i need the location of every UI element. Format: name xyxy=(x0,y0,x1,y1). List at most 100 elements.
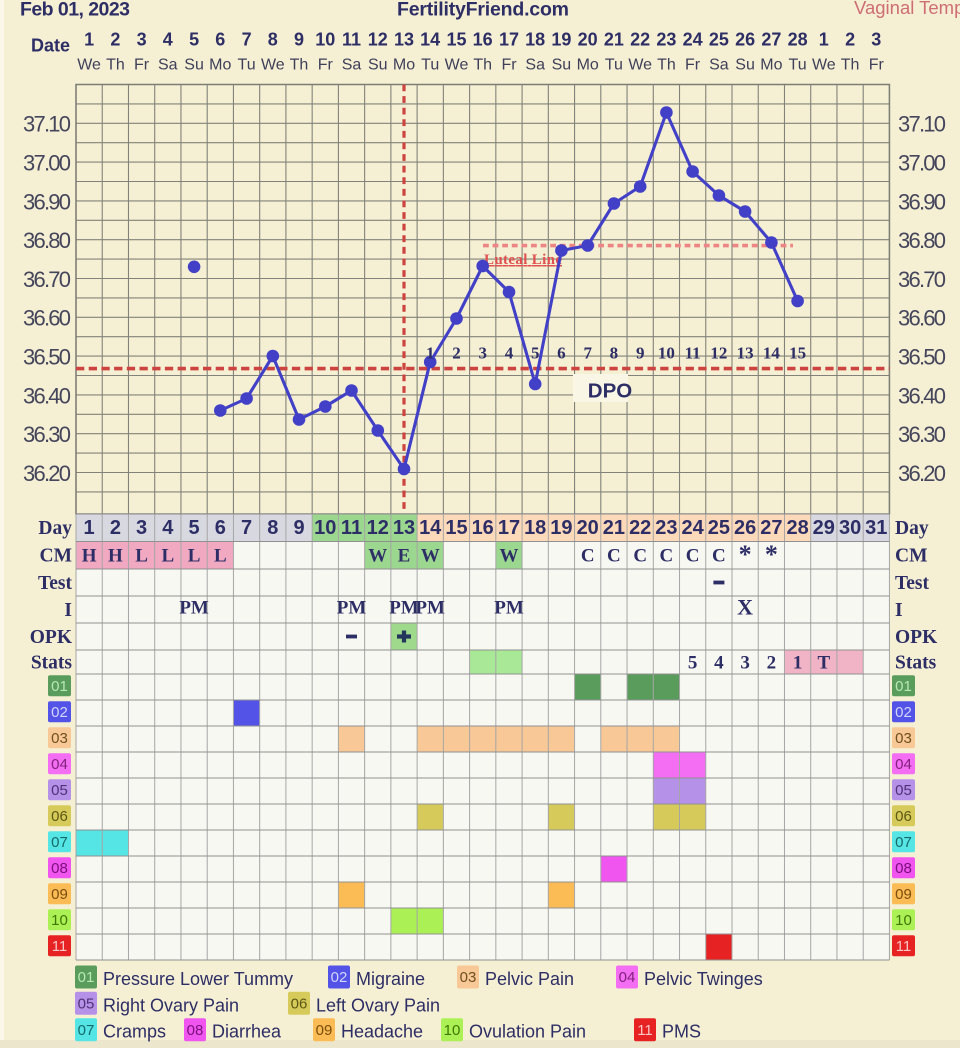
svg-text:10: 10 xyxy=(315,30,335,50)
svg-text:Luteal Line: Luteal Line xyxy=(484,252,562,268)
svg-text:PM: PM xyxy=(179,598,209,619)
svg-text:Tu: Tu xyxy=(421,57,439,74)
svg-text:11: 11 xyxy=(637,1022,653,1039)
svg-text:4: 4 xyxy=(714,652,724,673)
svg-text:We: We xyxy=(628,57,652,74)
svg-text:16: 16 xyxy=(473,30,493,50)
svg-text:Tu: Tu xyxy=(789,57,807,74)
svg-text:36.30: 36.30 xyxy=(23,422,71,447)
svg-text:24: 24 xyxy=(683,30,703,50)
svg-text:37.10: 37.10 xyxy=(898,112,946,137)
svg-text:37.00: 37.00 xyxy=(23,151,71,176)
svg-text:W: W xyxy=(368,546,387,567)
svg-text:Migraine: Migraine xyxy=(356,969,425,989)
svg-text:03: 03 xyxy=(460,969,477,986)
svg-text:04: 04 xyxy=(619,969,636,986)
svg-text:L: L xyxy=(135,546,148,567)
svg-text:25: 25 xyxy=(708,517,730,539)
svg-text:18: 18 xyxy=(525,30,545,50)
svg-text:Fr: Fr xyxy=(134,57,150,74)
svg-text:36.20: 36.20 xyxy=(23,461,71,486)
svg-text:8: 8 xyxy=(268,30,278,50)
svg-text:05: 05 xyxy=(51,782,68,799)
svg-text:CM: CM xyxy=(40,546,73,567)
svg-text:OPK: OPK xyxy=(895,627,938,648)
svg-text:23: 23 xyxy=(655,517,677,539)
svg-text:4: 4 xyxy=(162,517,174,539)
svg-text:03: 03 xyxy=(895,730,912,747)
svg-text:Headache: Headache xyxy=(341,1022,423,1042)
svg-text:19: 19 xyxy=(550,517,572,539)
svg-text:*: * xyxy=(739,540,752,569)
svg-text:Sa: Sa xyxy=(525,57,545,74)
svg-text:Sa: Sa xyxy=(342,57,362,74)
svg-text:2: 2 xyxy=(110,517,121,539)
svg-text:6: 6 xyxy=(215,517,226,539)
svg-text:14: 14 xyxy=(420,30,440,50)
svg-text:Pressure Lower Tummy: Pressure Lower Tummy xyxy=(103,969,293,989)
svg-text:L: L xyxy=(214,546,227,567)
svg-text:26: 26 xyxy=(735,30,755,50)
svg-text:17: 17 xyxy=(498,517,520,539)
svg-text:36.50: 36.50 xyxy=(23,345,71,370)
svg-text:CM: CM xyxy=(895,546,928,567)
svg-text:4: 4 xyxy=(505,344,514,363)
svg-text:L: L xyxy=(161,546,174,567)
svg-text:22: 22 xyxy=(630,30,650,50)
svg-text:07: 07 xyxy=(78,1022,95,1039)
svg-text:16: 16 xyxy=(472,517,494,539)
svg-text:2: 2 xyxy=(452,344,461,363)
svg-text:10: 10 xyxy=(444,1022,461,1039)
svg-text:PMS: PMS xyxy=(662,1022,701,1042)
svg-text:Mo: Mo xyxy=(393,57,415,74)
svg-text:8: 8 xyxy=(267,517,278,539)
svg-text:Day: Day xyxy=(38,518,72,539)
svg-text:5: 5 xyxy=(189,517,200,539)
svg-text:2: 2 xyxy=(845,30,855,50)
svg-text:Mo: Mo xyxy=(760,57,782,74)
svg-text:PM: PM xyxy=(494,598,524,619)
svg-text:25: 25 xyxy=(709,30,729,50)
svg-text:Left Ovary Pain: Left Ovary Pain xyxy=(316,995,440,1015)
svg-text:27: 27 xyxy=(760,517,782,539)
svg-text:PM: PM xyxy=(415,598,445,619)
svg-text:1: 1 xyxy=(84,517,95,539)
svg-text:20: 20 xyxy=(578,30,598,50)
svg-text:36.40: 36.40 xyxy=(898,383,946,408)
svg-text:We: We xyxy=(812,57,836,74)
svg-text:3: 3 xyxy=(871,30,881,50)
svg-text:We: We xyxy=(261,57,285,74)
svg-text:36.60: 36.60 xyxy=(23,306,71,331)
svg-text:Sa: Sa xyxy=(158,57,178,74)
svg-text:2: 2 xyxy=(767,652,777,673)
svg-text:Cramps: Cramps xyxy=(103,1022,166,1042)
svg-text:Diarrhea: Diarrhea xyxy=(212,1022,282,1042)
svg-text:1: 1 xyxy=(819,30,829,50)
svg-text:12: 12 xyxy=(368,30,388,50)
svg-text:Stats: Stats xyxy=(31,652,73,673)
svg-text:I: I xyxy=(895,600,903,621)
svg-text:Mo: Mo xyxy=(209,57,231,74)
svg-text:11: 11 xyxy=(896,938,912,955)
svg-text:3: 3 xyxy=(740,652,750,673)
svg-text:14: 14 xyxy=(419,517,442,539)
svg-text:Th: Th xyxy=(657,57,676,74)
svg-text:18: 18 xyxy=(524,517,546,539)
svg-text:6: 6 xyxy=(557,344,566,363)
svg-text:9: 9 xyxy=(294,30,304,50)
svg-text:11: 11 xyxy=(342,30,361,50)
svg-text:Vaginal Temps: Vaginal Temps xyxy=(854,0,960,18)
svg-text:E: E xyxy=(398,546,411,567)
svg-text:Th: Th xyxy=(473,57,492,74)
svg-text:Th: Th xyxy=(841,57,860,74)
svg-text:20: 20 xyxy=(577,517,599,539)
svg-text:Pelvic Pain: Pelvic Pain xyxy=(485,969,574,989)
svg-text:Fr: Fr xyxy=(501,57,517,74)
svg-text:Su: Su xyxy=(184,57,204,74)
svg-text:W: W xyxy=(500,546,519,567)
svg-text:36.90: 36.90 xyxy=(898,189,946,214)
svg-text:02: 02 xyxy=(331,969,348,986)
svg-text:T: T xyxy=(817,652,830,673)
svg-text:5: 5 xyxy=(189,30,199,50)
svg-text:Th: Th xyxy=(290,57,309,74)
